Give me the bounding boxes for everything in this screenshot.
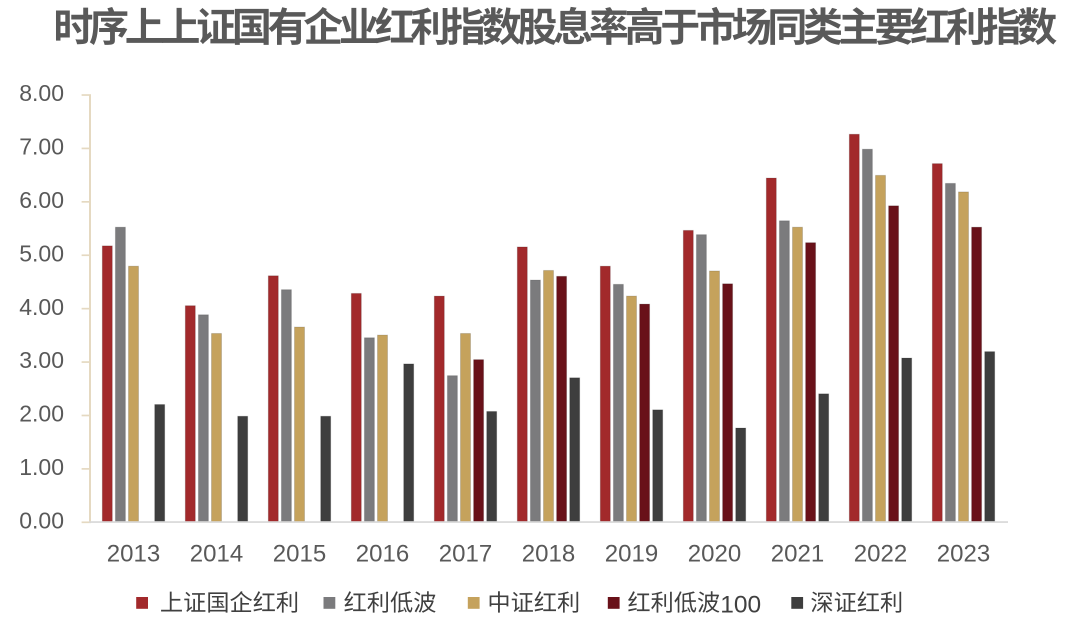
svg-text:2016: 2016: [356, 541, 409, 568]
svg-text:7.00: 7.00: [19, 134, 64, 160]
svg-text:2021: 2021: [771, 541, 824, 568]
svg-text:2020: 2020: [688, 541, 741, 568]
svg-text:5.00: 5.00: [19, 240, 64, 266]
svg-text:2017: 2017: [439, 541, 492, 568]
svg-text:8.00: 8.00: [19, 80, 64, 106]
svg-text:2014: 2014: [190, 541, 243, 568]
svg-text:2013: 2013: [107, 541, 160, 568]
svg-text:2019: 2019: [605, 541, 658, 568]
svg-text:2023: 2023: [937, 541, 990, 568]
svg-text:0.00: 0.00: [19, 507, 64, 533]
svg-text:2018: 2018: [522, 541, 575, 568]
svg-text:3.00: 3.00: [19, 347, 64, 373]
svg-text:2.00: 2.00: [19, 401, 64, 427]
svg-text:100: 100: [720, 591, 761, 618]
svg-text:2022: 2022: [854, 541, 907, 568]
svg-text:4.00: 4.00: [19, 294, 64, 320]
svg-text:1.00: 1.00: [19, 454, 64, 480]
svg-text:6.00: 6.00: [19, 187, 64, 213]
svg-text:2015: 2015: [273, 541, 326, 568]
